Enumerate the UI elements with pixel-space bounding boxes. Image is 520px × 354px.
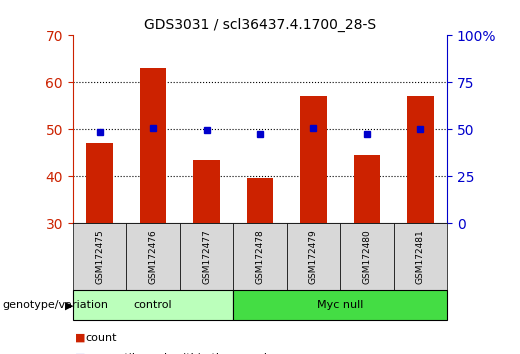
Text: GSM172477: GSM172477: [202, 229, 211, 284]
Text: GSM172481: GSM172481: [416, 229, 425, 284]
Text: GSM172475: GSM172475: [95, 229, 104, 284]
Text: ■: ■: [75, 353, 86, 354]
Text: GSM172478: GSM172478: [255, 229, 265, 284]
Text: Myc null: Myc null: [317, 300, 363, 310]
Text: count: count: [86, 333, 118, 343]
Bar: [354, 155, 380, 223]
Text: GSM172476: GSM172476: [149, 229, 158, 284]
Bar: [394, 223, 447, 290]
Text: GSM172480: GSM172480: [362, 229, 371, 284]
Bar: [73, 223, 126, 290]
Bar: [246, 178, 274, 223]
Title: GDS3031 / scl36437.4.1700_28-S: GDS3031 / scl36437.4.1700_28-S: [144, 17, 376, 32]
Bar: [126, 223, 180, 290]
Bar: [233, 223, 287, 290]
Bar: [287, 223, 340, 290]
Bar: [340, 223, 394, 290]
Text: genotype/variation: genotype/variation: [3, 300, 109, 310]
Bar: [140, 68, 166, 223]
Text: GSM172479: GSM172479: [309, 229, 318, 284]
Bar: [73, 290, 233, 320]
Text: percentile rank within the sample: percentile rank within the sample: [86, 353, 274, 354]
Bar: [407, 96, 434, 223]
Text: control: control: [134, 300, 172, 310]
Bar: [300, 96, 327, 223]
Bar: [233, 290, 447, 320]
Bar: [86, 143, 113, 223]
Bar: [193, 160, 220, 223]
Text: ▶: ▶: [65, 300, 73, 310]
Text: ■: ■: [75, 333, 86, 343]
Bar: [180, 223, 233, 290]
